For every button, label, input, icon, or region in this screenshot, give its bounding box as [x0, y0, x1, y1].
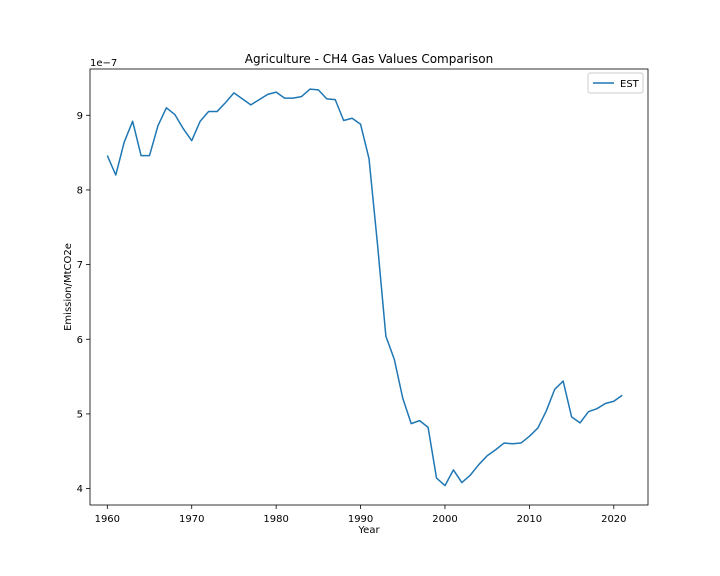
legend-box	[587, 72, 644, 94]
y-axis-label: Emission/MtCO2e	[63, 243, 74, 331]
legend-entry-est: EST	[620, 79, 640, 90]
y-tick-label: 7	[77, 260, 83, 271]
chart-title: Agriculture - CH4 Gas Values Comparison	[245, 52, 493, 66]
y-tick-label: 4	[77, 484, 83, 495]
x-axis-ticks: 1960 1970 1980 1990 2000 2010 2020	[95, 505, 627, 525]
x-tick-label: 2000	[432, 514, 457, 525]
y-axis-ticks: 4 5 6 7 8 9	[77, 111, 90, 495]
x-tick-label: 2020	[601, 514, 626, 525]
y-tick-label: 9	[77, 111, 83, 122]
x-tick-label: 1970	[179, 514, 204, 525]
plot-area-frame	[89, 68, 649, 506]
x-tick-label: 1960	[95, 514, 120, 525]
y-tick-label: 8	[77, 185, 83, 196]
legend: EST	[587, 72, 644, 94]
x-tick-label: 1990	[348, 514, 373, 525]
series-line-est	[106, 88, 623, 487]
x-axis-label: Year	[357, 525, 380, 536]
y-tick-label: 6	[77, 335, 83, 346]
x-tick-label: 2010	[517, 514, 542, 525]
series-layer	[106, 88, 623, 487]
y-axis-offset-label: 1e−7	[90, 58, 117, 69]
y-tick-label: 5	[77, 409, 83, 420]
x-tick-label: 1980	[263, 514, 288, 525]
